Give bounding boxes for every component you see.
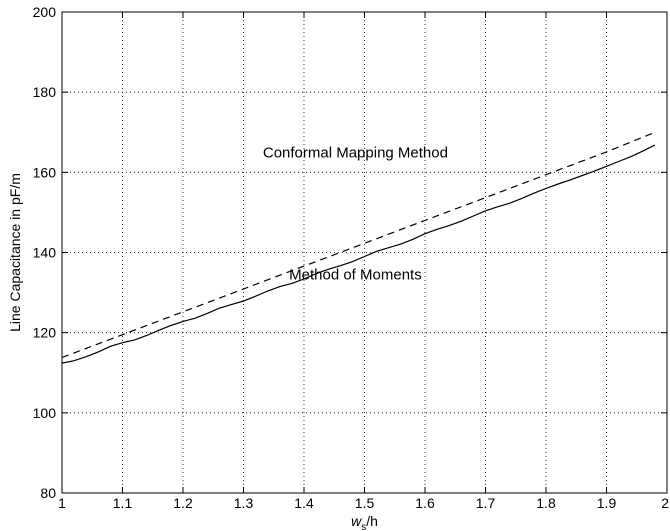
y-axis-label: Line Capacitance in pF/m xyxy=(7,173,23,332)
x-tick-label: 1.4 xyxy=(294,495,314,511)
x-axis-label: ws/h xyxy=(351,513,378,531)
x-tick-label: 1.6 xyxy=(415,495,435,511)
y-tick-label: 140 xyxy=(33,245,57,261)
x-tick-label: 1.1 xyxy=(113,495,133,511)
series-layer xyxy=(61,131,656,364)
x-axis-label-tail: /h xyxy=(366,513,378,529)
x-axis-label-sub: s xyxy=(361,522,366,531)
y-tick-label: 200 xyxy=(33,4,57,20)
x-tick-label: 1.5 xyxy=(355,495,375,511)
series-line-dashed xyxy=(61,131,656,359)
x-axis-label-main: w xyxy=(351,513,362,529)
x-tick-labels: 1 1.1 1.2 1.3 1.4 1.5 1.6 1.7 1.8 1.9 2 xyxy=(58,495,669,511)
tick-marks xyxy=(61,11,668,494)
x-tick-label: 1.3 xyxy=(234,495,254,511)
x-tick-label: 2 xyxy=(661,495,669,511)
y-tick-label: 160 xyxy=(33,164,57,180)
y-tick-labels: 80 100 120 140 160 180 200 xyxy=(33,4,57,501)
x-tick-label: 1.8 xyxy=(536,495,556,511)
x-tick-label: 1.2 xyxy=(173,495,193,511)
y-tick-label: 180 xyxy=(33,84,57,100)
series-line-solid xyxy=(61,144,656,364)
x-tick-label: 1.9 xyxy=(597,495,617,511)
y-tick-label: 80 xyxy=(40,485,56,501)
annotations: Conformal Mapping Method Method of Moment… xyxy=(263,145,448,284)
chart-annotation: Method of Moments xyxy=(289,266,422,283)
chart-annotation: Conformal Mapping Method xyxy=(263,145,448,162)
y-tick-label: 100 xyxy=(33,405,57,421)
x-tick-label: 1 xyxy=(58,495,66,511)
grid xyxy=(62,12,667,493)
y-tick-label: 120 xyxy=(33,325,57,341)
x-tick-label: 1.7 xyxy=(476,495,496,511)
